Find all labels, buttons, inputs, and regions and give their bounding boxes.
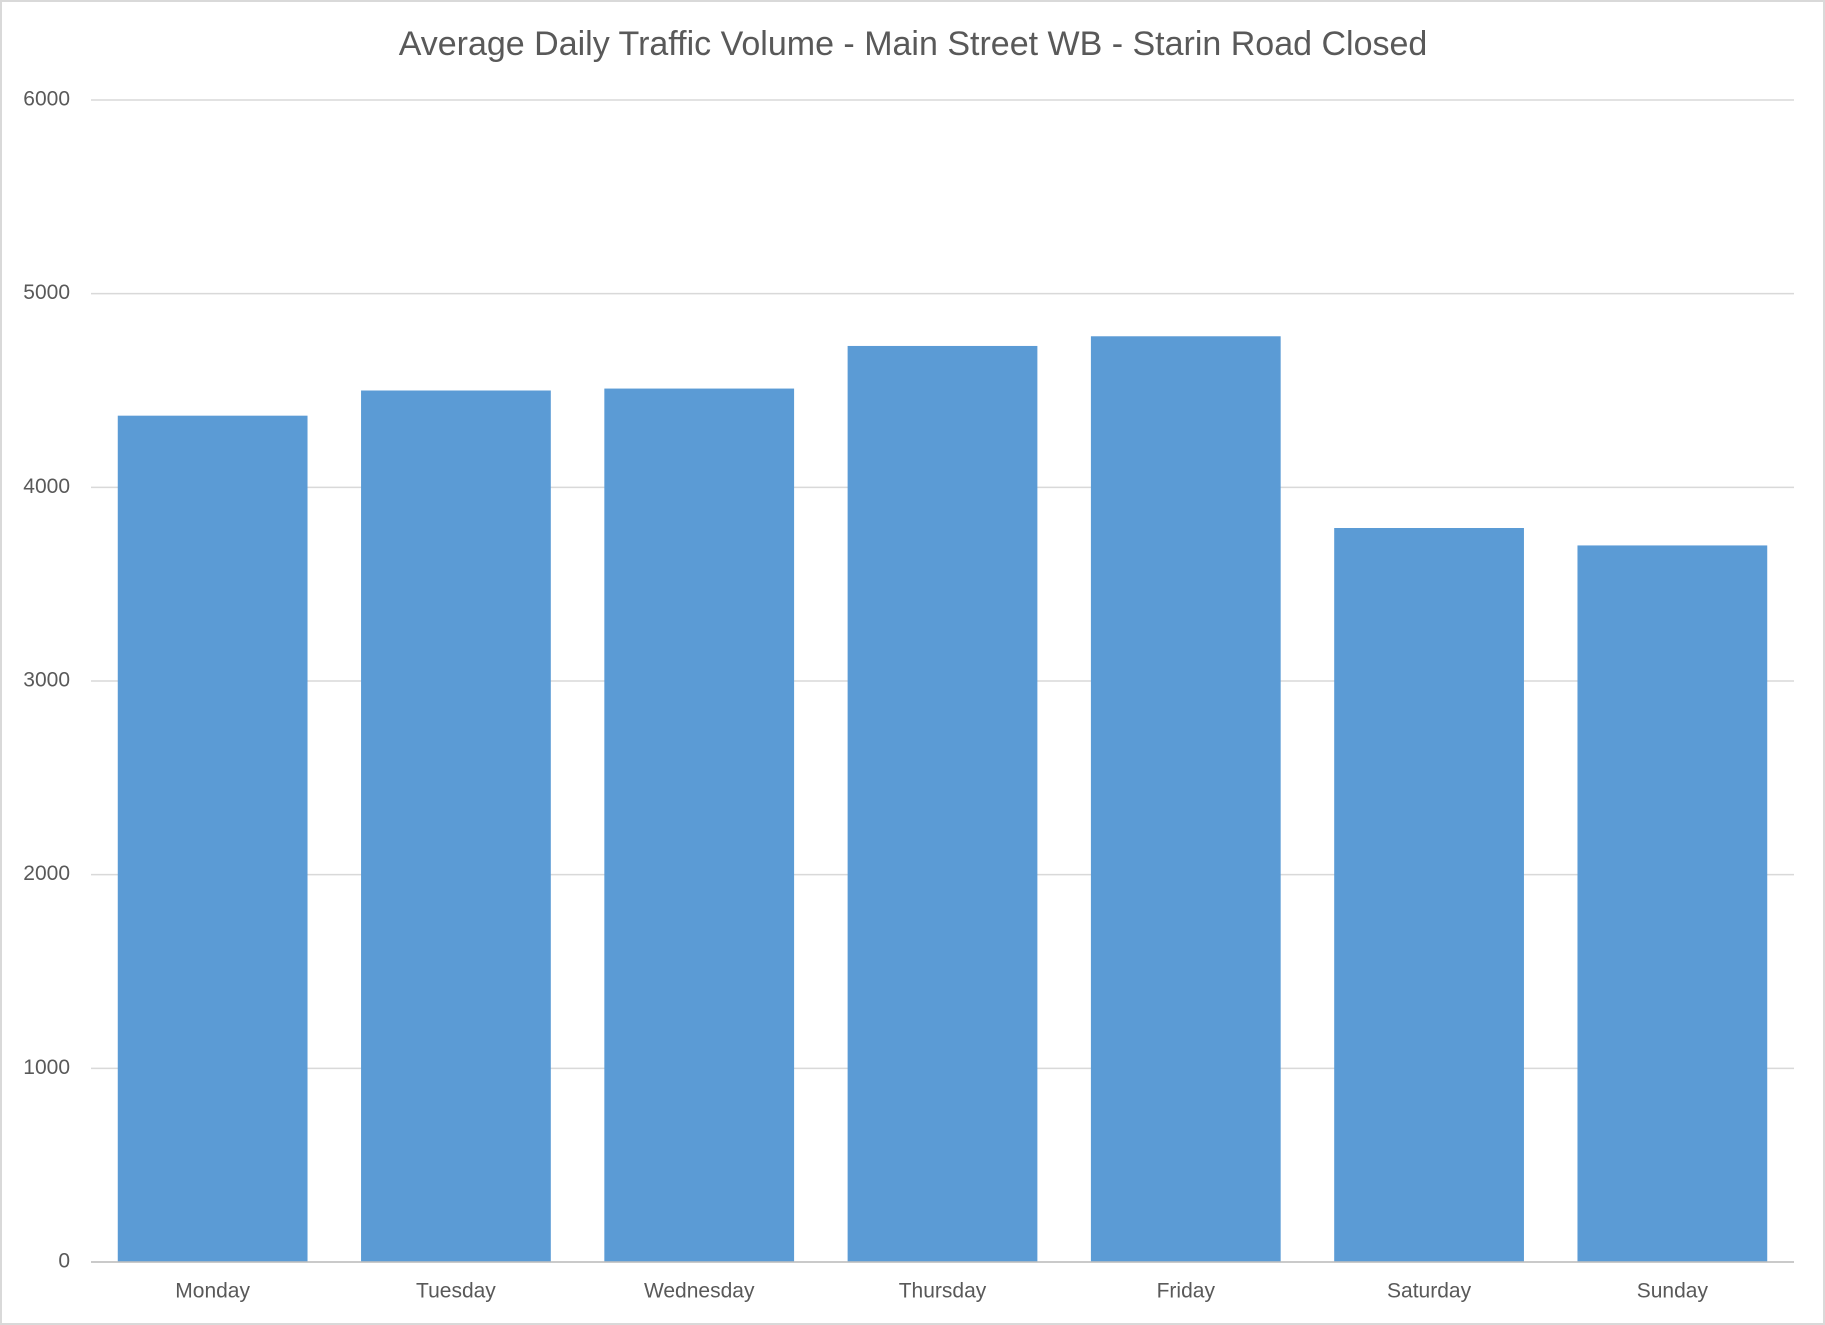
x-tick-label: Wednesday — [644, 1280, 755, 1303]
chart-title: Average Daily Traffic Volume - Main Stre… — [399, 25, 1428, 63]
bar — [1334, 528, 1524, 1262]
bar — [1577, 545, 1768, 1262]
bar — [1090, 336, 1281, 1263]
y-tick-label: 5000 — [23, 281, 70, 304]
bar — [847, 345, 1038, 1262]
x-tick-label: Tuesday — [416, 1280, 496, 1303]
y-tick-label: 3000 — [23, 669, 70, 692]
bar — [604, 388, 795, 1262]
x-tick-label: Monday — [175, 1280, 250, 1303]
y-tick-label: 4000 — [23, 475, 70, 498]
x-tick-label: Sunday — [1637, 1280, 1709, 1303]
y-tick-label: 1000 — [23, 1056, 70, 1079]
y-tick-label: 2000 — [23, 862, 70, 885]
bar — [361, 390, 551, 1262]
x-tick-label: Friday — [1157, 1280, 1216, 1303]
y-tick-label: 6000 — [23, 88, 70, 111]
y-tick-label: 0 — [58, 1250, 70, 1273]
x-tick-label: Thursday — [899, 1280, 987, 1303]
bar — [117, 415, 308, 1263]
x-tick-label: Saturday — [1387, 1280, 1472, 1303]
